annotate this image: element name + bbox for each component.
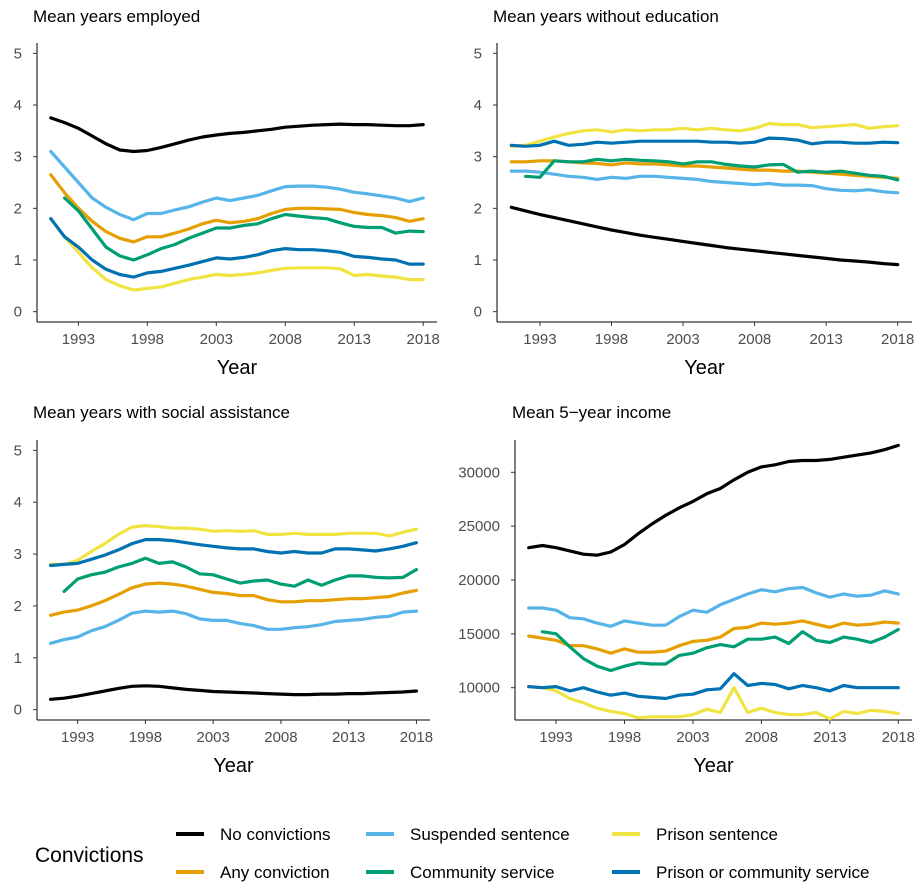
series-line-any-conviction <box>49 173 425 244</box>
legend-item-prison-sentence: Prison sentence <box>612 825 778 844</box>
legend-title: Convictions <box>35 844 144 867</box>
y-tick-label: 10000 <box>458 680 500 697</box>
x-tick-label: 2008 <box>264 729 297 746</box>
x-axis-title: Year <box>693 755 734 777</box>
x-tick-label: 1993 <box>523 331 556 348</box>
series-line-no-convictions <box>48 684 418 701</box>
x-tick-label: 2003 <box>200 331 233 348</box>
x-tick-label: 2003 <box>196 729 229 746</box>
y-tick-label: 4 <box>14 97 22 114</box>
legend-item-prison-or-community-service: Prison or community service <box>612 863 870 882</box>
series-line-prison-sentence <box>509 121 900 148</box>
y-tick-label: 0 <box>14 702 22 719</box>
y-tick-label: 5 <box>474 45 482 62</box>
y-tick-label: 1 <box>14 252 22 269</box>
legend-label-no-convictions: No convictions <box>220 825 331 844</box>
x-tick-label: 2018 <box>407 331 440 348</box>
panel-title: Mean years with social assistance <box>33 403 290 422</box>
x-tick-label: 1998 <box>595 331 628 348</box>
series-line-prison-sentence <box>49 217 425 292</box>
series-line-prison-or-community-service <box>527 672 900 701</box>
series-line-any-conviction <box>527 619 900 655</box>
legend-item-no-convictions: No convictions <box>176 825 331 844</box>
series-line-community-service <box>62 196 425 262</box>
series-line-no-convictions <box>527 443 900 557</box>
legend-item-suspended-sentence: Suspended sentence <box>366 825 570 844</box>
panel-title: Mean 5−year income <box>512 403 671 422</box>
x-tick-label: 1993 <box>62 331 95 348</box>
y-tick-label: 0 <box>474 304 482 321</box>
x-tick-label: 2018 <box>882 729 915 746</box>
series-line-prison-sentence <box>48 523 418 567</box>
panel-title: Mean years without education <box>493 7 719 26</box>
x-tick-label: 2013 <box>809 331 842 348</box>
x-tick-label: 1993 <box>61 729 94 746</box>
series-line-prison-or-community-service <box>48 537 418 568</box>
y-tick-label: 15000 <box>458 626 500 643</box>
y-tick-label: 2 <box>474 200 482 217</box>
legend-label-suspended-sentence: Suspended sentence <box>410 825 570 844</box>
series-line-prison-sentence <box>527 684 900 721</box>
x-axis-title: Year <box>213 755 254 777</box>
series-line-community-service <box>540 627 900 673</box>
x-tick-label: 2003 <box>666 331 699 348</box>
y-tick-label: 3 <box>14 149 22 166</box>
series-line-prison-or-community-service <box>49 217 425 279</box>
y-tick-label: 3 <box>14 546 22 563</box>
chart-panel-3: Mean years with social assistance 0 1 2 3 4 5 1… <box>14 403 433 777</box>
series-line-suspended-sentence <box>527 585 900 628</box>
series-line-no-convictions <box>49 116 425 154</box>
y-tick-label: 5 <box>14 45 22 62</box>
x-tick-label: 2013 <box>813 729 846 746</box>
x-tick-label: 2013 <box>332 729 365 746</box>
series-line-community-service <box>62 556 418 594</box>
y-tick-label: 30000 <box>458 464 500 481</box>
y-tick-label: 2 <box>14 598 22 615</box>
series-line-community-service <box>523 157 900 182</box>
x-axis-title: Year <box>684 357 725 379</box>
y-tick-label: 4 <box>474 97 482 114</box>
x-tick-label: 2013 <box>338 331 371 348</box>
x-tick-label: 2008 <box>269 331 302 348</box>
x-tick-label: 1998 <box>131 331 164 348</box>
panel-title: Mean years employed <box>33 7 200 26</box>
y-tick-label: 1 <box>14 650 22 667</box>
legend-label-any-conviction: Any conviction <box>220 863 330 882</box>
legend-item-any-conviction: Any conviction <box>176 863 330 882</box>
y-tick-label: 1 <box>474 252 482 269</box>
x-tick-label: 2003 <box>676 729 709 746</box>
legend-label-prison-or-community-service: Prison or community service <box>656 863 870 882</box>
y-tick-label: 25000 <box>458 518 500 535</box>
series-line-no-convictions <box>509 205 900 267</box>
series-line-any-conviction <box>48 581 418 617</box>
series-line-suspended-sentence <box>48 609 418 645</box>
y-tick-label: 4 <box>14 494 22 511</box>
y-tick-label: 3 <box>474 149 482 166</box>
series-line-suspended-sentence <box>509 169 900 195</box>
y-tick-label: 2 <box>14 200 22 217</box>
x-tick-label: 2008 <box>745 729 778 746</box>
y-tick-label: 0 <box>14 304 22 321</box>
legend-label-prison-sentence: Prison sentence <box>656 825 778 844</box>
chart-panel-2: Mean years without education 0 1 2 3 4 5 1993 19… <box>474 7 915 379</box>
legend-label-community-service: Community service <box>410 863 555 882</box>
series-line-suspended-sentence <box>49 149 425 222</box>
x-axis-title: Year <box>217 357 258 379</box>
x-tick-label: 2008 <box>738 331 771 348</box>
legend: Convictions No convictions Suspended sen… <box>35 825 870 882</box>
x-tick-label: 2018 <box>400 729 433 746</box>
x-tick-label: 1998 <box>608 729 641 746</box>
chart-panel-1: Mean years employed 0 1 2 3 4 5 1993 1998 2003 200… <box>14 7 440 379</box>
chart-panel-4: Mean 5−year income 10000 15000 20000 25000 30… <box>458 403 915 777</box>
y-tick-label: 5 <box>14 442 22 459</box>
x-tick-label: 1993 <box>539 729 572 746</box>
x-tick-label: 2018 <box>881 331 914 348</box>
series-line-prison-or-community-service <box>509 136 900 148</box>
y-tick-label: 20000 <box>458 572 500 589</box>
legend-item-community-service: Community service <box>366 863 555 882</box>
x-tick-label: 1998 <box>129 729 162 746</box>
